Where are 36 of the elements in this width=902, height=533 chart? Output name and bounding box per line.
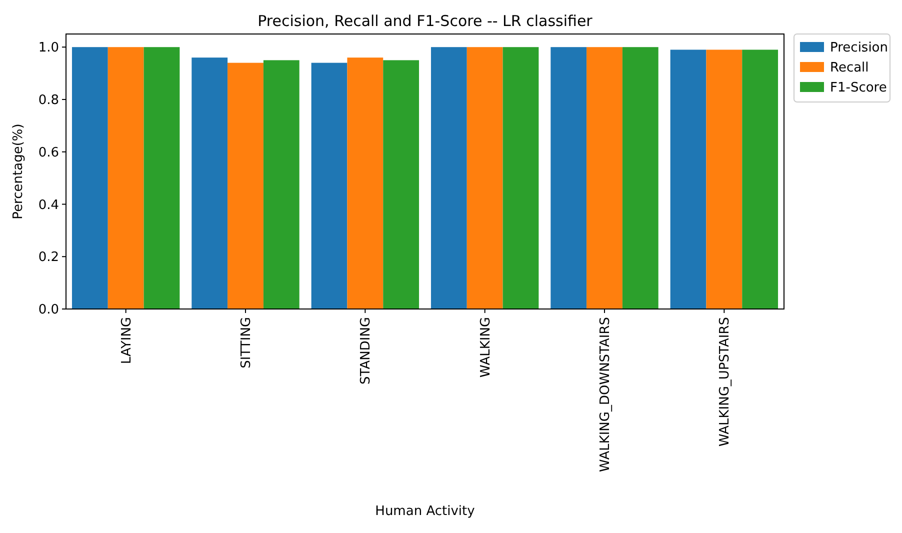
- bar: [144, 47, 180, 309]
- bar: [228, 62, 264, 309]
- x-tick-label: WALKING_DOWNSTAIRS: [598, 317, 614, 472]
- y-tick-label: 0.8: [38, 93, 59, 108]
- bar: [263, 60, 300, 309]
- bar: [108, 47, 144, 309]
- x-tick-label: STANDING: [358, 317, 374, 384]
- bar: [383, 60, 420, 309]
- bar: [586, 47, 622, 309]
- bar: [466, 47, 503, 309]
- bar: [502, 47, 539, 309]
- x-axis-title: Human Activity: [375, 504, 476, 519]
- bar: [670, 50, 706, 309]
- bar: [311, 62, 348, 309]
- x-tick-label: WALKING_UPSTAIRS: [718, 317, 733, 446]
- bar: [192, 58, 228, 309]
- x-tick-label: SITTING: [239, 317, 254, 368]
- legend-label: Precision: [830, 40, 888, 56]
- chart-title: Precision, Recall and F1-Score -- LR classifier: [258, 12, 594, 30]
- y-axis-title: Percentage(%): [11, 124, 26, 220]
- legend-label: Recall: [830, 60, 869, 76]
- x-tick-label: WALKING: [478, 317, 494, 378]
- y-tick-label: 0.6: [38, 145, 59, 160]
- y-tick-label: 0.2: [38, 250, 59, 266]
- bar: [72, 47, 108, 309]
- bar: [706, 50, 742, 309]
- bar: [550, 47, 587, 309]
- y-tick-label: 0.0: [38, 302, 59, 318]
- legend-label: F1-Score: [830, 80, 887, 96]
- y-tick-label: 1.0: [38, 40, 59, 56]
- y-tick-label: 0.4: [38, 198, 59, 213]
- bar: [622, 47, 658, 309]
- x-tick-label: LAYING: [119, 317, 134, 364]
- bar: [430, 47, 467, 309]
- bar: [742, 50, 778, 309]
- bar: [347, 58, 384, 309]
